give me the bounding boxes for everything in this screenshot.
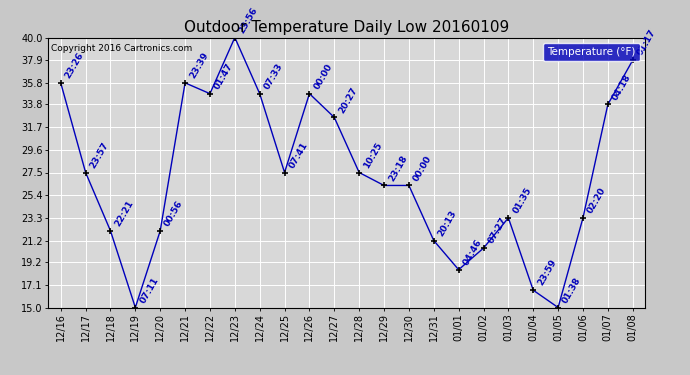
Text: 01:35: 01:35 [511, 186, 533, 215]
Title: Outdoor Temperature Daily Low 20160109: Outdoor Temperature Daily Low 20160109 [184, 20, 509, 35]
Text: 07:11: 07:11 [138, 275, 160, 305]
Text: 01:17: 01:17 [635, 28, 658, 57]
Text: 01:38: 01:38 [561, 276, 583, 305]
Legend: Temperature (°F): Temperature (°F) [543, 43, 640, 61]
Text: 07:33: 07:33 [262, 62, 284, 91]
Text: 20:27: 20:27 [337, 86, 359, 115]
Text: 20:13: 20:13 [437, 209, 459, 238]
Text: 00:00: 00:00 [412, 154, 433, 183]
Text: 02:20: 02:20 [586, 186, 608, 215]
Text: 04:18: 04:18 [611, 72, 633, 102]
Text: 00:56: 00:56 [163, 199, 185, 228]
Text: 07:41: 07:41 [287, 140, 310, 170]
Text: 04:46: 04:46 [462, 237, 484, 267]
Text: 23:59: 23:59 [536, 258, 558, 288]
Text: 23:18: 23:18 [387, 153, 409, 183]
Text: 07:27: 07:27 [486, 216, 509, 245]
Text: Copyright 2016 Cartronics.com: Copyright 2016 Cartronics.com [51, 44, 193, 53]
Text: 23:57: 23:57 [88, 140, 110, 170]
Text: 01:47: 01:47 [213, 62, 235, 91]
Text: 23:56: 23:56 [237, 5, 259, 35]
Text: 23:26: 23:26 [63, 51, 86, 80]
Text: 22:21: 22:21 [113, 199, 135, 228]
Text: 10:25: 10:25 [362, 141, 384, 170]
Text: 00:00: 00:00 [312, 62, 334, 91]
Text: 23:39: 23:39 [188, 51, 210, 80]
